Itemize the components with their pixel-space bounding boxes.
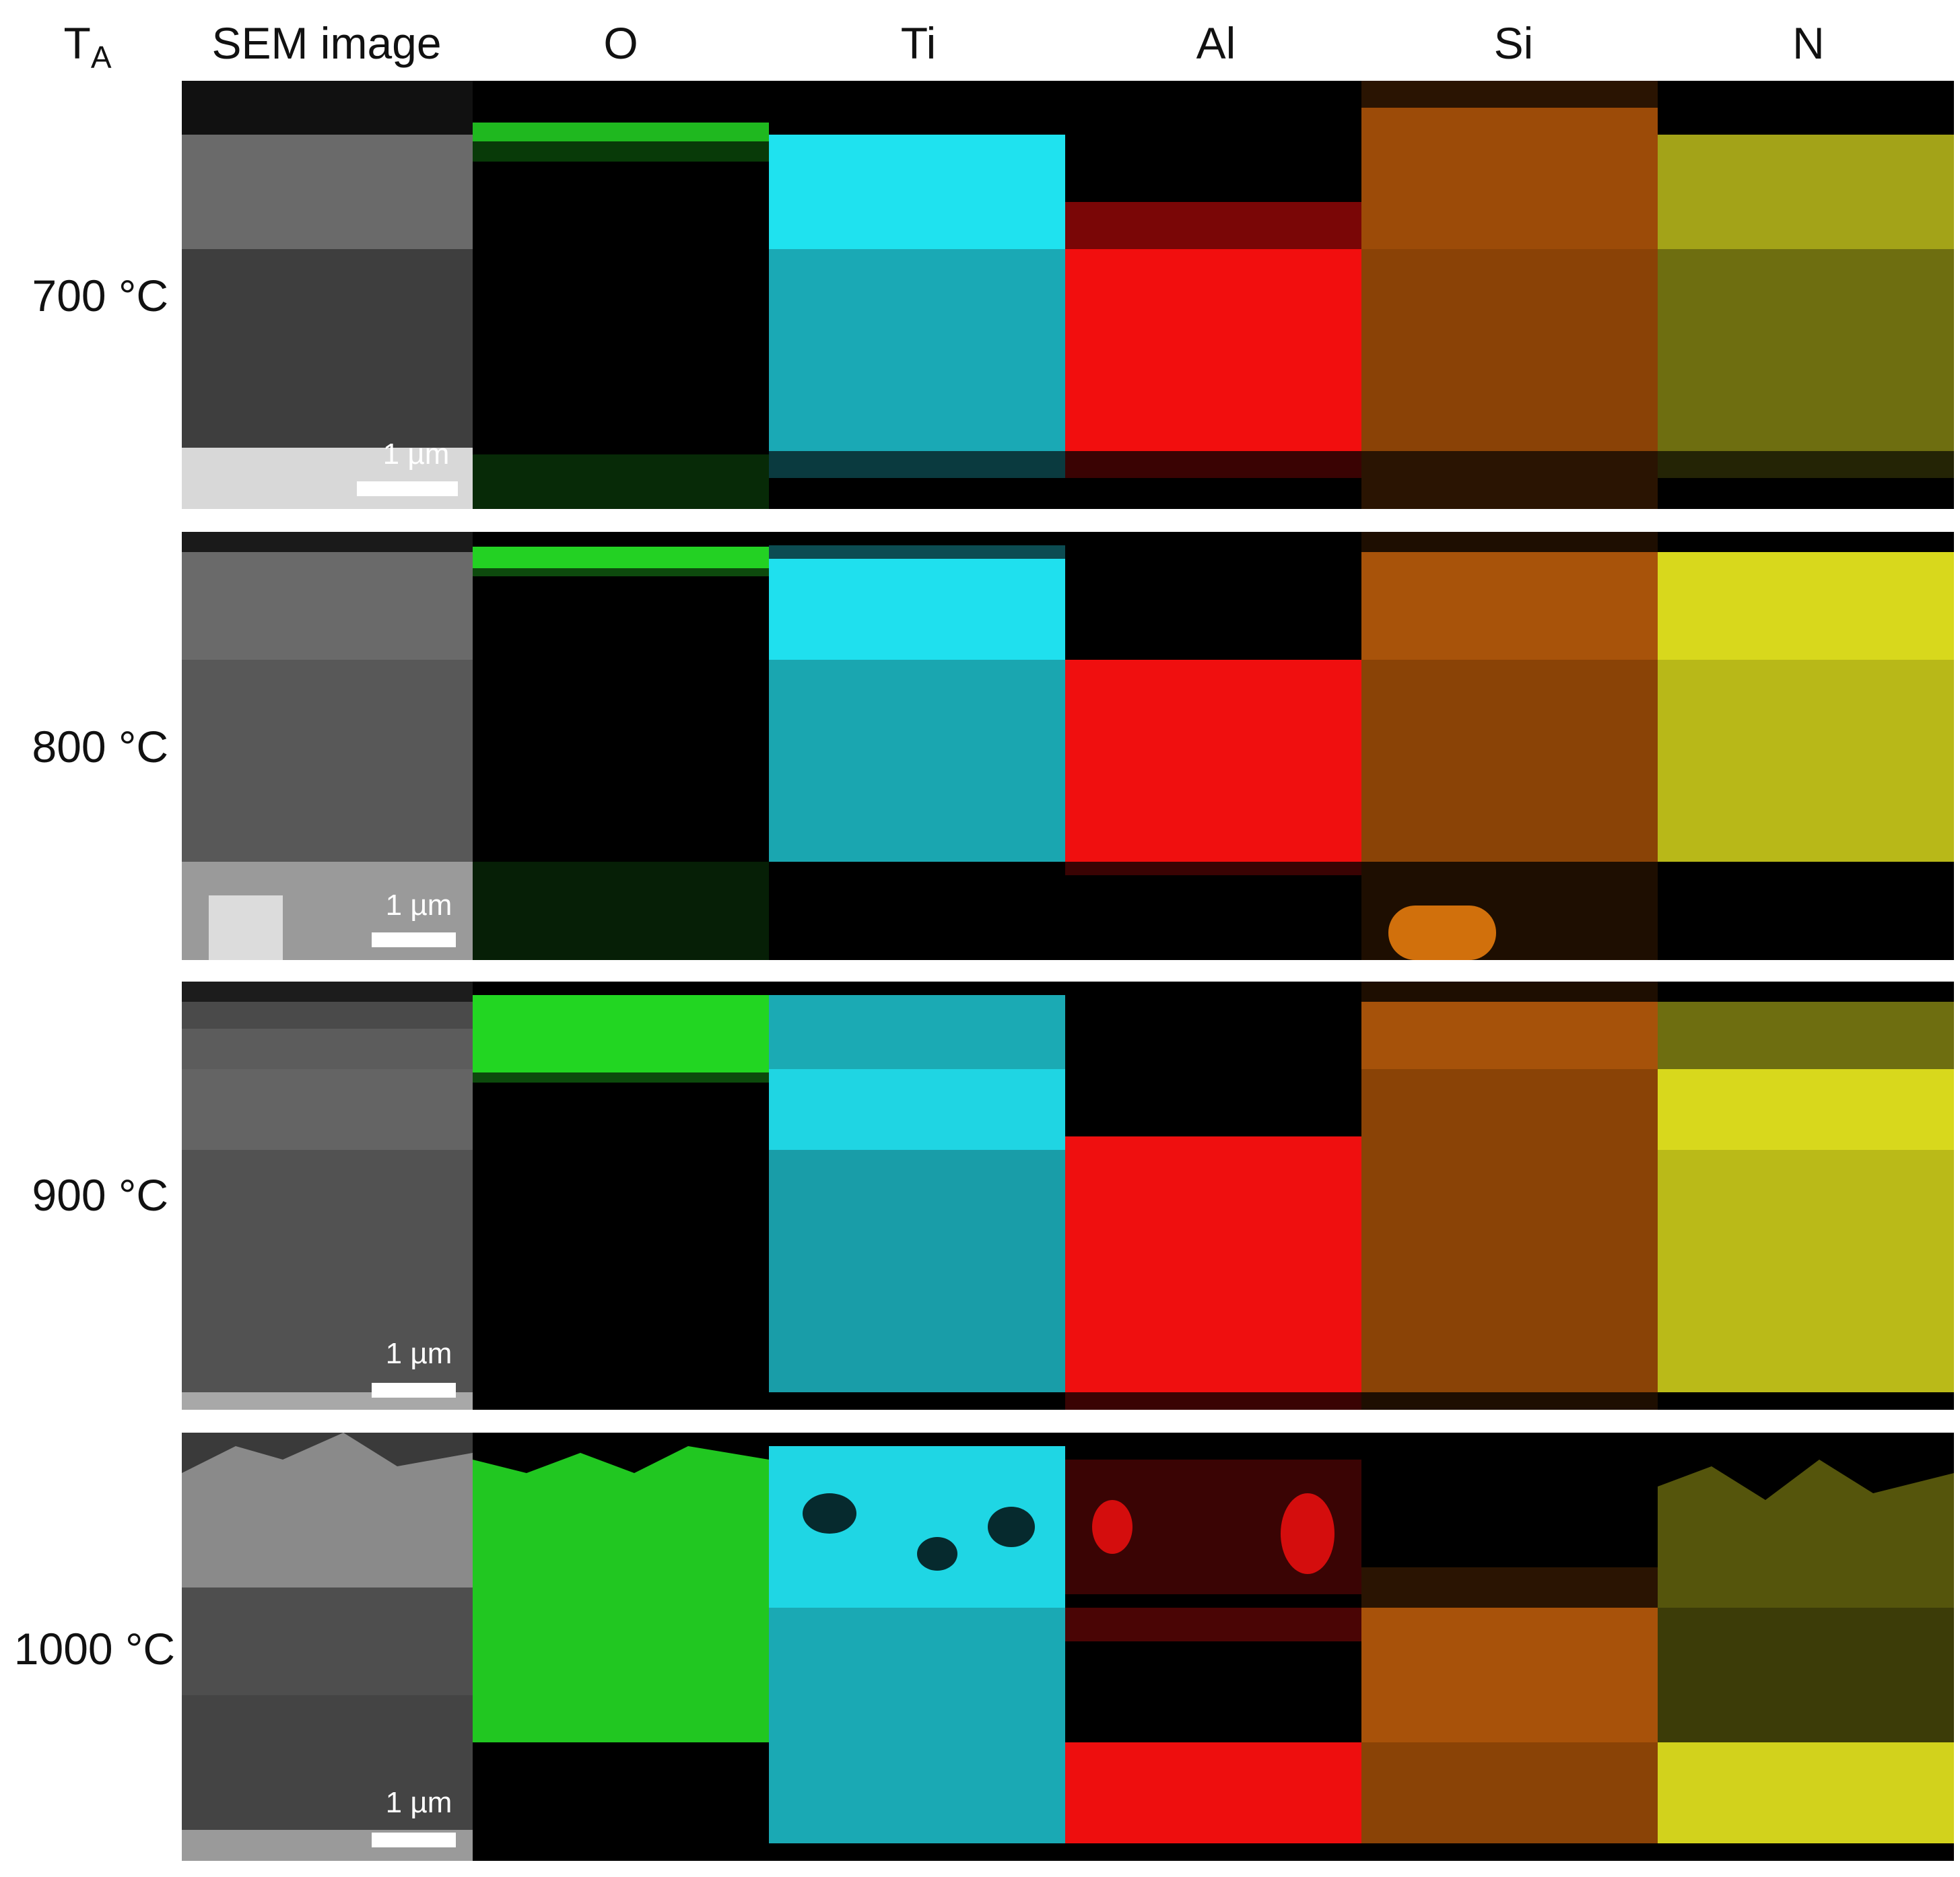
- o-map-700: [473, 81, 769, 509]
- si-map-1000: [1361, 1433, 1658, 1861]
- al-map-800: [1065, 532, 1361, 960]
- row-label-900: 900 °C: [32, 1170, 168, 1220]
- sem-image-700: 1 µm: [182, 81, 473, 509]
- si-map-700: [1361, 81, 1658, 509]
- row-label-800: 800 °C: [32, 722, 168, 772]
- sem-image-900: 1 µm: [182, 982, 473, 1410]
- o-map-800: [473, 532, 769, 960]
- sem-image-1000: 1 µm: [182, 1433, 473, 1861]
- image-row-700: 1 µm: [182, 81, 1954, 509]
- si-map-800: [1361, 532, 1658, 960]
- al-map-900: [1065, 982, 1361, 1410]
- header-sem-image: SEM image: [211, 18, 442, 68]
- n-map-900: [1658, 982, 1954, 1410]
- ti-map-900: [769, 982, 1065, 1410]
- scale-label-800: 1 µm: [385, 889, 452, 922]
- ti-map-800: [769, 532, 1065, 960]
- sem-image-800: 1 µm: [182, 532, 473, 960]
- header-titanium: Ti: [900, 18, 937, 68]
- al-map-1000: [1065, 1433, 1361, 1861]
- scale-label-700: 1 µm: [382, 438, 450, 471]
- scale-bar-800: [372, 932, 456, 947]
- ti-map-1000: [769, 1433, 1065, 1861]
- scale-bar-1000: [372, 1833, 456, 1847]
- si-map-900: [1361, 982, 1658, 1410]
- header-ta: TA: [40, 9, 135, 77]
- row-label-1000: 1000 °C: [13, 1624, 175, 1674]
- scale-label-1000: 1 µm: [385, 1786, 452, 1819]
- scale-label-900: 1 µm: [385, 1337, 452, 1370]
- scale-bar-700: [357, 481, 458, 496]
- image-row-800: 1 µm: [182, 532, 1954, 960]
- n-map-700: [1658, 81, 1954, 509]
- row-label-700: 700 °C: [32, 271, 168, 320]
- header-aluminum: Al: [1196, 18, 1236, 68]
- o-map-900: [473, 982, 769, 1410]
- header-ta-sub: A: [90, 40, 112, 75]
- n-map-1000: [1658, 1433, 1954, 1861]
- scale-bar-900: [372, 1383, 456, 1398]
- image-row-900: 1 µm: [182, 982, 1954, 1410]
- header-oxygen: O: [603, 18, 638, 68]
- ti-map-700: [769, 81, 1065, 509]
- header-silicon: Si: [1493, 18, 1534, 68]
- o-map-1000: [473, 1433, 769, 1861]
- header-nitrogen: N: [1792, 18, 1825, 68]
- image-row-1000: 1 µm: [182, 1433, 1954, 1861]
- al-map-700: [1065, 81, 1361, 509]
- header-ta-main: T: [63, 18, 91, 68]
- n-map-800: [1658, 532, 1954, 960]
